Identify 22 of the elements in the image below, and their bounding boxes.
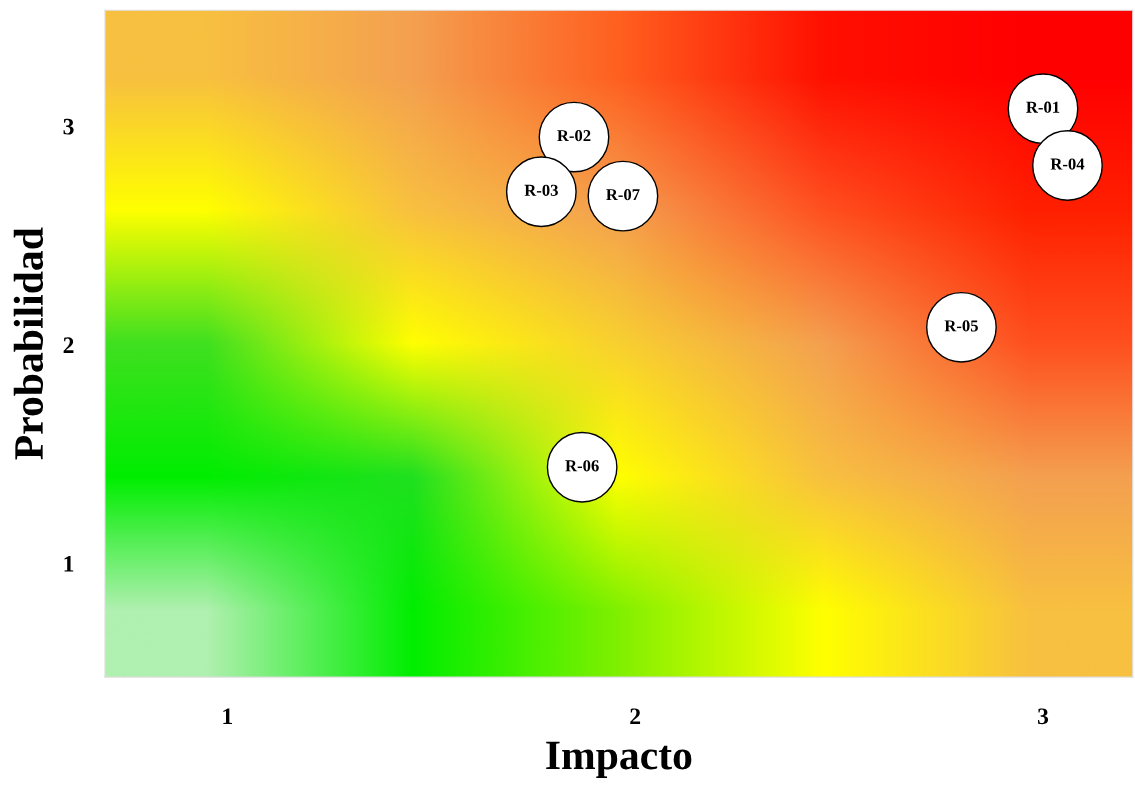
annotation: R-05 [944, 320, 978, 332]
y-axis-title: Probabilidad [13, 227, 44, 460]
point [1007, 73, 1079, 145]
point [546, 431, 618, 503]
point [538, 101, 610, 173]
y-tick-label: 2 [63, 337, 74, 353]
annotation: R-06 [565, 460, 599, 472]
y-tick-label: 3 [63, 118, 74, 135]
annotation: R-03 [524, 184, 558, 196]
point [926, 291, 997, 363]
annotation: R-07 [606, 189, 640, 201]
annotation: R-04 [1050, 158, 1085, 170]
x-tick-label: 2 [630, 708, 641, 725]
y-tick-label: 1 [64, 556, 74, 572]
x-axis-title: Impacto [546, 741, 692, 778]
annotation: R-01 [1026, 101, 1060, 113]
x-tick-label: 3 [1037, 708, 1049, 725]
x-tick-label: 1 [223, 708, 233, 725]
point [505, 156, 577, 228]
point [1032, 130, 1103, 201]
point [587, 160, 659, 232]
annotation: R-02 [557, 130, 591, 142]
